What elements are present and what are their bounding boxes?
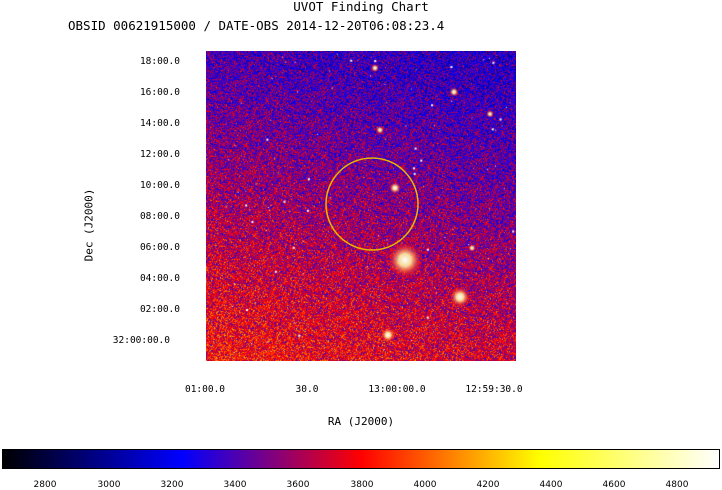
sky-image-canvas: [206, 51, 516, 361]
ra-axis-label: RA (J2000): [327, 415, 395, 428]
chart-title: UVOT Finding Chart: [293, 0, 429, 14]
dec-tick-label: 08:00.0: [139, 211, 180, 222]
dec-tick-label: 02:00.0: [139, 304, 180, 315]
dec-tick-label: 16:00.0: [139, 87, 180, 98]
colorbar-tick-label: 3000: [97, 480, 121, 490]
dec-tick-label: 06:00.0: [139, 242, 180, 253]
finding-chart-image: [206, 51, 516, 361]
ra-tick-label: 30.0: [295, 384, 319, 395]
dec-tick-label: 04:00.0: [139, 273, 180, 284]
finding-overlay: [325, 157, 419, 251]
colorbar: [2, 449, 720, 469]
dec-tick-label: 32:00:00.0: [112, 335, 170, 346]
dec-axis-label: Dec (J2000): [82, 188, 96, 262]
dec-tick-label: 10:00.0: [139, 180, 180, 191]
observation-subtitle: OBSID 00621915000 / DATE-OBS 2014-12-20T…: [68, 18, 445, 33]
colorbar-tick-label: 4200: [476, 480, 500, 490]
colorbar-tick-label: 3800: [350, 480, 374, 490]
dec-tick-label: 18:00.0: [139, 56, 180, 67]
colorbar-tick-label: 3200: [160, 480, 184, 490]
colorbar-tick-label: 3600: [286, 480, 310, 490]
dec-tick-label: 12:00.0: [139, 149, 180, 160]
colorbar-tick-label: 4000: [413, 480, 437, 490]
target-error-circle: [325, 157, 419, 251]
colorbar-tick-label: 4800: [665, 480, 689, 490]
colorbar-tick-label: 2800: [33, 480, 57, 490]
ra-tick-label: 12:59:30.0: [465, 384, 523, 395]
ra-tick-label: 01:00.0: [184, 384, 226, 395]
colorbar-tick-label: 3400: [223, 480, 247, 490]
ra-tick-label: 13:00:00.0: [368, 384, 426, 395]
dec-tick-label: 14:00.0: [139, 118, 180, 129]
colorbar-tick-label: 4600: [602, 480, 626, 490]
colorbar-tick-label: 4400: [539, 480, 563, 490]
